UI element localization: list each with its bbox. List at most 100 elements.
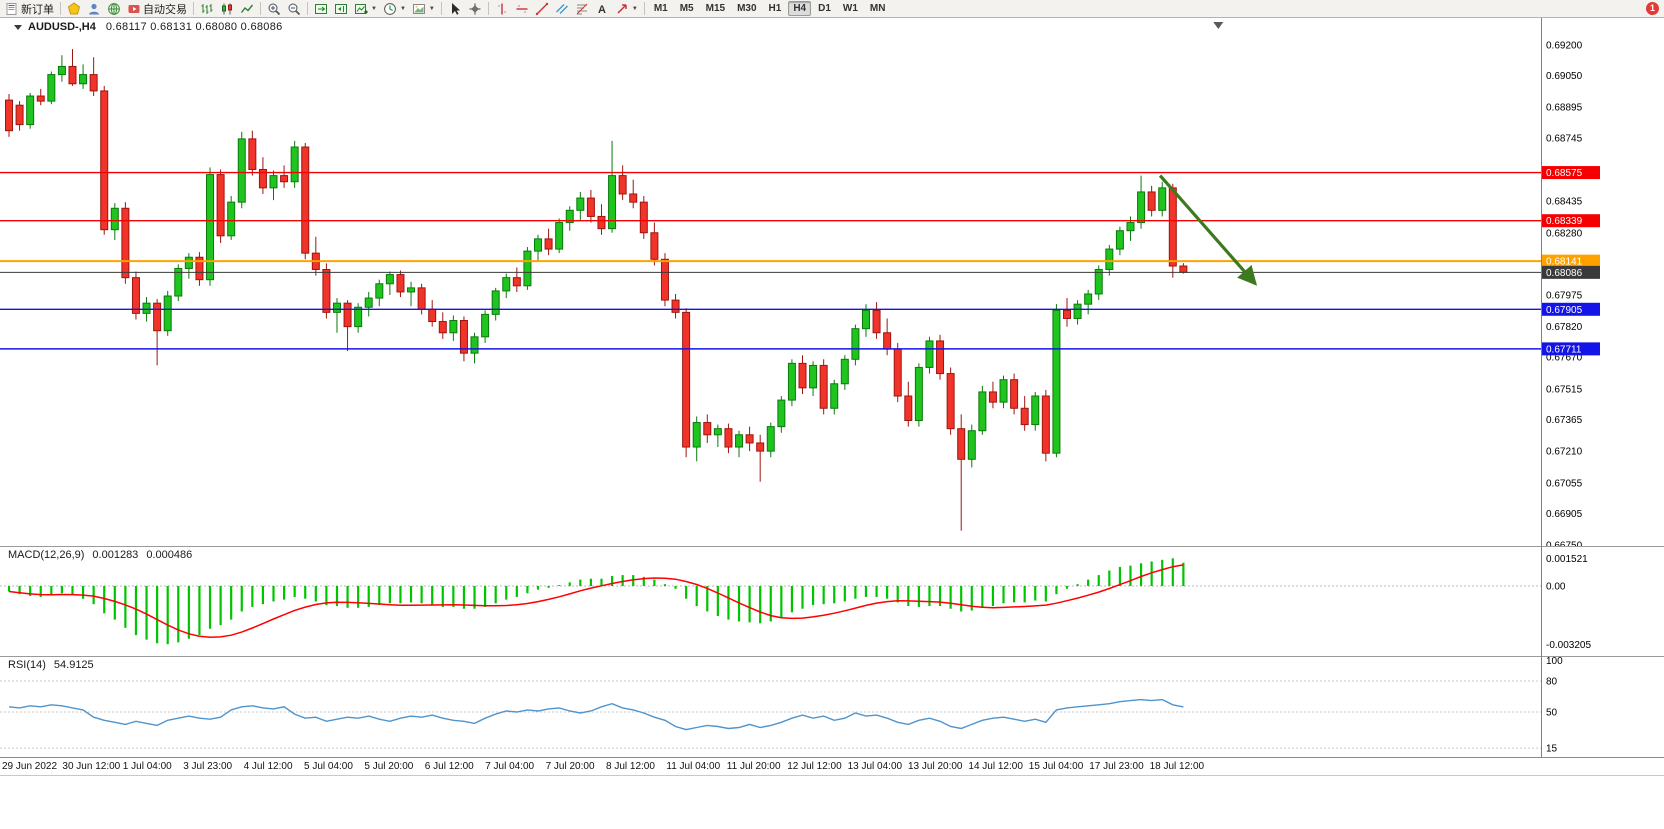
rsi-panel[interactable]: 100 80 50 15 bbox=[0, 656, 1664, 757]
new-order-button[interactable]: 新订单 bbox=[2, 0, 57, 18]
toolbar-separator bbox=[260, 2, 261, 15]
current-price-line-badge bbox=[1542, 265, 1600, 279]
price-chart[interactable]: 0.69200 0.69050 0.68895 0.68745 0.68435 0.682… bbox=[0, 18, 1664, 546]
timeframe-button-d1[interactable]: D1 bbox=[818, 3, 831, 14]
periods-button[interactable]: ▼ bbox=[380, 0, 409, 18]
metaeditor-button[interactable] bbox=[64, 0, 84, 18]
resistance-line-1-badge-label: 0.68575 bbox=[1546, 168, 1583, 179]
auto-scroll-button[interactable] bbox=[311, 0, 331, 18]
terminal-button[interactable] bbox=[104, 0, 124, 18]
candles-layer bbox=[5, 49, 1188, 531]
candle bbox=[68, 49, 77, 86]
zoom-out-button[interactable] bbox=[284, 0, 304, 18]
dropdown-arrow-icon[interactable]: ▼ bbox=[399, 5, 406, 12]
new-order-button-label: 新订单 bbox=[21, 3, 54, 16]
timeframe-button-h1[interactable]: H1 bbox=[768, 3, 782, 14]
support-line-1-badge-label: 0.67905 bbox=[1546, 305, 1583, 316]
autotrading-button[interactable]: 自动交易 bbox=[124, 0, 190, 18]
candle bbox=[206, 167, 215, 286]
support-line-1-badge bbox=[1542, 302, 1600, 316]
vertical-line-button[interactable] bbox=[492, 0, 512, 18]
dropdown-arrow-icon[interactable]: ▼ bbox=[371, 5, 377, 12]
notification-badge[interactable]: 1 bbox=[1646, 2, 1659, 15]
macd-panel[interactable]: 0.001521 0.00 -0.003205 bbox=[0, 546, 1664, 656]
time-axis[interactable]: 29 Jun 2022 30 Jun 12:00 1 Jul 04:00 3 Jul … bbox=[0, 757, 1664, 776]
candle bbox=[428, 300, 437, 327]
price-scale[interactable] bbox=[1542, 18, 1664, 546]
zoom-in-button[interactable] bbox=[264, 0, 284, 18]
text-button[interactable]: A bbox=[592, 0, 612, 18]
candle bbox=[364, 291, 373, 317]
line-chart-button[interactable] bbox=[237, 0, 257, 18]
candle bbox=[883, 318, 892, 356]
candle bbox=[682, 308, 691, 458]
candle bbox=[163, 290, 172, 336]
candle bbox=[153, 299, 162, 366]
candle bbox=[258, 157, 267, 194]
fibonacci-icon bbox=[575, 2, 589, 16]
chart-title: AUDUSD-,H4 0.68117 0.68131 0.68080 0.6808… bbox=[14, 21, 283, 33]
timeframe-button-m15[interactable]: M15 bbox=[705, 3, 726, 14]
time-axis-label: 13 Jul 20:00 bbox=[908, 761, 963, 772]
crosshair-icon bbox=[468, 2, 482, 16]
timeframe-button-mn[interactable]: MN bbox=[869, 3, 886, 14]
candle bbox=[290, 140, 299, 188]
candle bbox=[269, 170, 278, 201]
horizontal-line-button[interactable] bbox=[512, 0, 532, 18]
chart-shift-marker[interactable] bbox=[1213, 22, 1224, 29]
timeframe-button-m30[interactable]: M30 bbox=[737, 3, 757, 14]
bar-chart-button[interactable] bbox=[197, 0, 217, 18]
timeframe-button-m5[interactable]: M5 bbox=[679, 3, 694, 14]
candle bbox=[1010, 373, 1019, 415]
crosshair-button[interactable] bbox=[465, 0, 485, 18]
svg-text:A: A bbox=[598, 4, 606, 16]
macd-scale-label: 0.00 bbox=[1546, 582, 1566, 593]
trendline-button[interactable] bbox=[532, 0, 552, 18]
fibonacci-button[interactable] bbox=[572, 0, 592, 18]
rsi-title: RSI(14) 54.9125 bbox=[8, 659, 94, 671]
candle bbox=[385, 271, 394, 295]
dropdown-arrow-icon[interactable]: ▼ bbox=[631, 5, 638, 12]
trend-arrow-annotation[interactable] bbox=[1158, 174, 1258, 286]
candle bbox=[174, 264, 183, 302]
dropdown-arrow-icon[interactable]: ▼ bbox=[428, 5, 435, 12]
candle bbox=[512, 267, 521, 292]
candle bbox=[671, 293, 680, 319]
candle bbox=[1158, 181, 1167, 217]
time-axis-label: 15 Jul 04:00 bbox=[1028, 761, 1084, 772]
chart-expand-icon[interactable] bbox=[14, 24, 22, 30]
autotrading-button-label: 自动交易 bbox=[143, 3, 187, 16]
price-scale-label: 0.67515 bbox=[1546, 384, 1583, 395]
time-axis-label: 12 Jul 12:00 bbox=[787, 761, 842, 772]
arrows-button[interactable]: ▼ bbox=[612, 0, 641, 18]
time-axis-label: 8 Jul 12:00 bbox=[606, 761, 655, 772]
candle bbox=[26, 92, 35, 129]
candlestick-chart-button[interactable] bbox=[217, 0, 237, 18]
indicators-button[interactable]: ▼ bbox=[351, 0, 380, 18]
candle bbox=[650, 222, 659, 266]
price-scale-label: 0.67820 bbox=[1546, 322, 1583, 333]
timeframe-button-h4[interactable]: H4 bbox=[788, 1, 812, 16]
timeframe-button-w1[interactable]: W1 bbox=[842, 3, 858, 14]
templates-button[interactable]: ▼ bbox=[409, 0, 438, 18]
channel-button[interactable] bbox=[552, 0, 572, 18]
price-scale-label: 0.68745 bbox=[1546, 133, 1583, 144]
candle bbox=[925, 336, 934, 374]
candlestick-icon bbox=[220, 2, 234, 16]
candle bbox=[15, 101, 24, 131]
time-axis-label: 13 Jul 04:00 bbox=[847, 761, 903, 772]
candle bbox=[449, 315, 458, 341]
chart-ohlc-values: 0.68117 0.68131 0.68080 0.68086 bbox=[105, 21, 283, 33]
autotrading-icon bbox=[127, 2, 141, 16]
trendline-icon bbox=[535, 2, 549, 16]
macd-main-value: 0.001283 bbox=[92, 549, 139, 561]
candle bbox=[904, 381, 913, 427]
navigator-button[interactable] bbox=[84, 0, 104, 18]
chart-shift-button[interactable] bbox=[331, 0, 351, 18]
candle bbox=[724, 423, 733, 454]
candle bbox=[280, 165, 289, 188]
candle bbox=[491, 287, 500, 321]
cursor-button[interactable] bbox=[445, 0, 465, 18]
timeframe-button-m1[interactable]: M1 bbox=[653, 3, 668, 14]
candle bbox=[195, 252, 204, 286]
